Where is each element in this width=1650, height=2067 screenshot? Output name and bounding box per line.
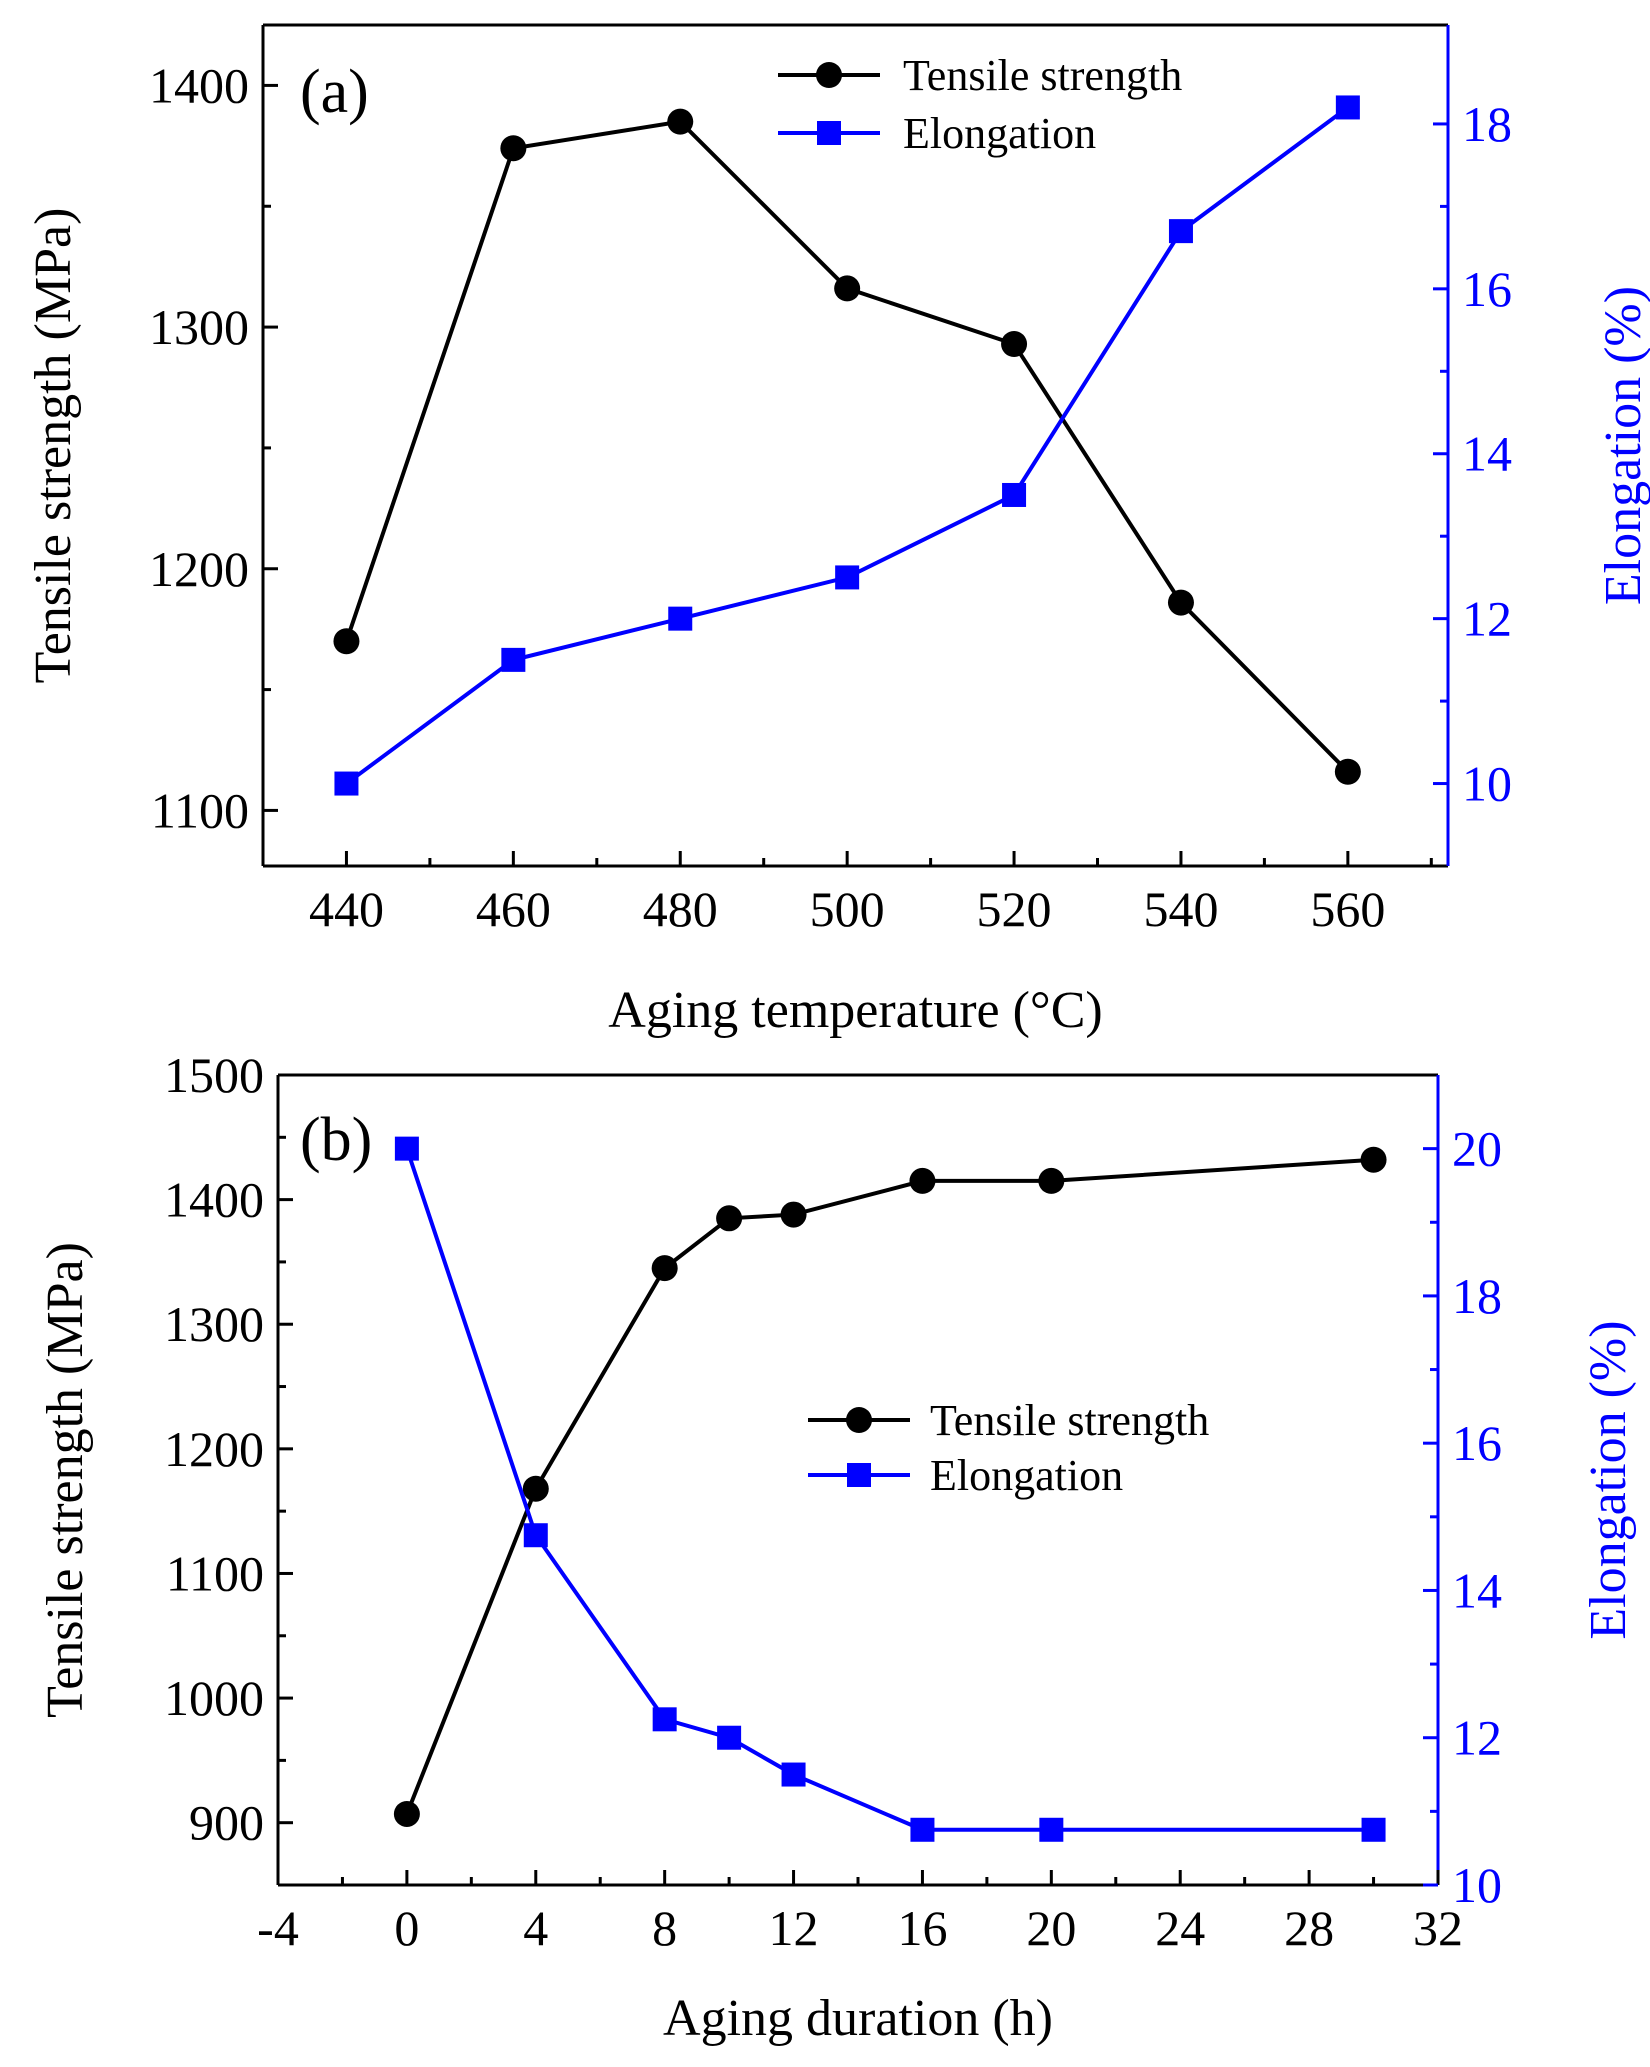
panel-a-aging-temperature: 440 460 480 500 520 540 560 1100 1200 1300 1400 10 1…	[25, 23, 1650, 1039]
x-tick-label: 500	[810, 881, 885, 937]
x-axis-title: Aging duration (h)	[663, 1990, 1053, 2047]
x-tick-label: 32	[1413, 1900, 1463, 1956]
y2-tick-label: 16	[1452, 1415, 1502, 1471]
strength-point	[651, 1255, 678, 1282]
x-tick-label: 0	[394, 1900, 419, 1956]
y2-tick-label: 18	[1452, 1268, 1502, 1324]
y-tick-label: 1100	[166, 1545, 264, 1601]
y2-tick-label: 10	[1462, 756, 1512, 812]
y-axis-title: Tensile strength (MPa)	[37, 1242, 94, 1718]
strength-point	[1038, 1167, 1065, 1194]
legend-strength-marker	[816, 62, 842, 88]
y2-tick-label: 20	[1452, 1121, 1502, 1177]
y-axis-title: Tensile strength (MPa)	[25, 208, 82, 684]
y-tick-label: 1200	[164, 1421, 264, 1477]
x-tick-label: 20	[1026, 1900, 1076, 1956]
elongation-point	[501, 647, 526, 672]
strength-point	[1360, 1146, 1387, 1173]
elongation-point	[1361, 1817, 1386, 1842]
strength-point	[909, 1167, 936, 1194]
y2-tick-label: 14	[1452, 1562, 1502, 1618]
y-tick-label: 900	[189, 1795, 264, 1851]
legend-elongation-label: Elongation	[903, 109, 1096, 158]
y-tick-label: 1300	[149, 299, 249, 355]
y2-tick-label: 10	[1452, 1857, 1502, 1913]
panel-b-aging-duration: -4 0 4 8 12 16 20 24 28 32 900 1000 1100 1200 1300 1400…	[37, 1047, 1637, 2047]
strength-point	[834, 275, 861, 302]
x-tick-label: 12	[769, 1900, 819, 1956]
elongation-point	[394, 1136, 419, 1161]
y-tick-label: 1500	[164, 1047, 264, 1103]
y2-tick-label: 16	[1462, 261, 1512, 317]
strength-point	[1001, 331, 1028, 357]
legend-elongation-label: Elongation	[930, 1451, 1123, 1500]
y2-axis-title: Elongation (%)	[1580, 1320, 1637, 1639]
strength-point	[780, 1201, 807, 1228]
strength-point	[522, 1475, 549, 1502]
x-tick-label: 480	[643, 881, 718, 937]
x-tick-label: 28	[1284, 1900, 1334, 1956]
strength-point	[393, 1800, 420, 1827]
legend-strength-marker	[846, 1407, 872, 1433]
strength-point	[716, 1205, 743, 1232]
y2-axis-title: Elongation (%)	[1595, 286, 1650, 605]
y-tick-label: 1400	[149, 57, 249, 113]
legend-strength-label: Tensile strength	[930, 1396, 1209, 1445]
strength-point	[667, 108, 694, 135]
elongation-series-line	[404, 1148, 1374, 1832]
elongation-point	[652, 1707, 677, 1732]
strength-point	[1167, 589, 1194, 616]
strength-point	[500, 135, 527, 162]
elongation-point	[523, 1523, 548, 1548]
elongation-point	[781, 1762, 806, 1787]
elongation-point	[1039, 1817, 1064, 1842]
elongation-point	[835, 565, 860, 590]
x-axis-title: Aging temperature (°C)	[608, 982, 1102, 1039]
elongation-point	[1002, 482, 1027, 507]
elongation-point	[334, 771, 359, 796]
elongation-point	[910, 1817, 935, 1842]
y-tick-label: 1200	[149, 541, 249, 597]
x-tick-label: 24	[1155, 1900, 1205, 1956]
x-tick-label: 520	[977, 881, 1052, 937]
strength-point	[333, 628, 360, 655]
x-tick-label: 560	[1310, 881, 1385, 937]
y2-tick-label: 12	[1452, 1710, 1502, 1766]
legend-strength-label: Tensile strength	[903, 51, 1182, 100]
panel-label: (a)	[300, 58, 369, 126]
elongation-point	[668, 606, 693, 631]
elongation-point	[1168, 219, 1193, 244]
y-tick-label: 1000	[164, 1670, 264, 1726]
x-tick-label: 8	[652, 1900, 677, 1956]
y-tick-label: 1400	[164, 1172, 264, 1228]
legend-elongation-marker	[847, 1463, 871, 1487]
y2-tick-label: 14	[1462, 426, 1512, 482]
legend-elongation-marker	[817, 121, 841, 145]
y2-tick-label: 12	[1462, 591, 1512, 647]
y-tick-label: 1100	[151, 782, 249, 838]
x-tick-label: 460	[476, 881, 551, 937]
strength-series-line	[405, 1157, 1374, 1815]
elongation-point	[1335, 95, 1360, 120]
elongation-series-line	[345, 105, 1350, 786]
x-tick-label: 540	[1143, 881, 1218, 937]
x-tick-label: -4	[257, 1900, 299, 1956]
x-tick-label: 16	[897, 1900, 947, 1956]
y-tick-label: 1300	[164, 1296, 264, 1352]
x-tick-label: 440	[309, 881, 384, 937]
x-tick-label: 4	[523, 1900, 548, 1956]
y2-tick-label: 18	[1462, 96, 1512, 152]
elongation-point	[717, 1725, 742, 1750]
panel-label: (b)	[300, 1106, 372, 1174]
strength-point	[1334, 758, 1361, 785]
